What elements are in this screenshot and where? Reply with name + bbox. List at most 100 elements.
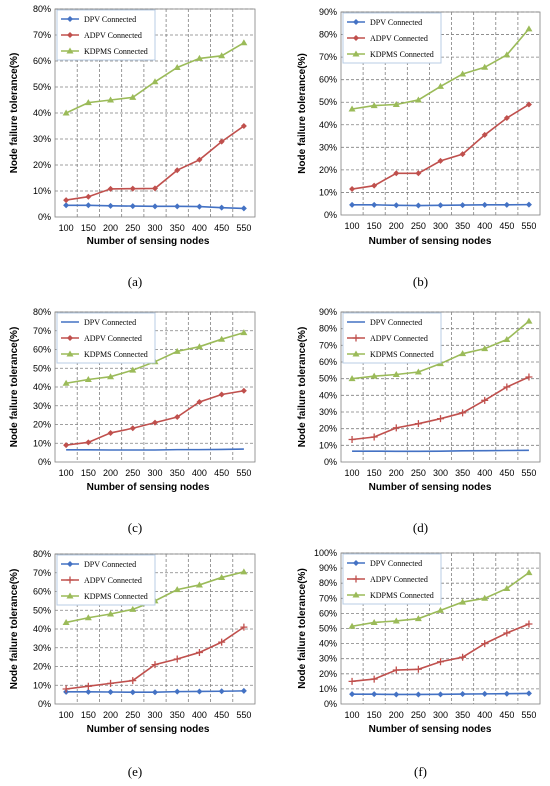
x-tick-label: 450: [499, 468, 514, 478]
panel-label: (b): [413, 274, 428, 289]
data-point: [392, 371, 400, 377]
x-tick-label: 350: [170, 468, 185, 478]
data-point: [129, 366, 137, 373]
y-tick-label: 30%: [319, 407, 337, 417]
data-point: [525, 317, 533, 324]
legend-marker: [353, 560, 359, 566]
x-tick-label: 250: [411, 221, 426, 231]
y-axis-title: Node failure tolerance(%): [297, 327, 308, 448]
data-point: [107, 689, 114, 695]
data-point: [437, 415, 444, 423]
data-point: [151, 78, 159, 85]
data-point: [62, 618, 70, 625]
data-point: [196, 688, 203, 695]
data-point: [481, 63, 489, 70]
y-tick-label: 100%: [314, 548, 337, 558]
chart-panel-1: 0% 10% 20% 30% 40% 50% 60% 70% 80% 100 150 200 250 30…: [9, 4, 256, 289]
y-tick-label: 50%: [319, 624, 337, 634]
series-dpv: [352, 449, 529, 453]
data-point: [525, 25, 533, 32]
y-tick-label: 70%: [319, 593, 337, 603]
y-tick-label: 10%: [33, 680, 51, 690]
y-tick-label: 80%: [33, 4, 51, 14]
panel-label: (a): [128, 274, 142, 289]
data-point: [459, 409, 467, 417]
data-point: [459, 598, 467, 605]
data-point: [459, 151, 466, 158]
legend-entry: DPV Connected: [370, 18, 422, 27]
data-point: [240, 123, 247, 129]
series-adpv: [62, 623, 248, 693]
y-tick-label: 70%: [319, 340, 337, 350]
y-tick-label: 70%: [33, 30, 51, 40]
data-point: [392, 100, 400, 107]
x-tick-label: 250: [411, 468, 426, 478]
chart-panel-5: 0% 10% 20% 30% 40% 50% 60% 70% 80% 100 150 200 250 30…: [9, 549, 256, 779]
y-tick-label: 40%: [319, 120, 337, 130]
x-tick-label: 200: [389, 710, 404, 720]
data-point: [129, 203, 136, 210]
x-axis-title: Number of sensing nodes: [369, 482, 492, 493]
data-point: [195, 343, 203, 350]
data-point: [525, 101, 532, 108]
data-point: [152, 185, 158, 192]
y-tick-label: 90%: [319, 307, 337, 317]
x-tick-label: 100: [345, 468, 360, 478]
series-line: [352, 449, 529, 453]
data-point: [525, 690, 532, 697]
x-tick-label: 550: [236, 710, 251, 720]
legend-marker: [67, 561, 73, 567]
x-tick-label: 350: [455, 221, 470, 231]
legend-marker: [66, 576, 74, 584]
x-tick-label: 150: [367, 221, 382, 231]
x-tick-label: 400: [477, 468, 492, 478]
data-point: [414, 615, 422, 622]
x-tick-label: 450: [214, 468, 229, 478]
data-point: [459, 691, 466, 698]
y-tick-label: 40%: [33, 108, 51, 118]
x-tick-label: 450: [214, 223, 229, 233]
data-point: [437, 691, 444, 698]
data-point: [349, 691, 356, 698]
data-point: [503, 584, 511, 591]
data-point: [503, 51, 511, 58]
series-adpv: [348, 620, 533, 685]
data-point: [459, 70, 467, 77]
y-tick-label: 50%: [33, 82, 51, 92]
legend: DPV Connected ADPV Connected KDPMS Connect…: [342, 312, 442, 364]
data-point: [218, 638, 226, 646]
x-tick-label: 250: [411, 710, 426, 720]
legend-entry: ADPV Connected: [84, 334, 142, 343]
data-point: [63, 197, 70, 204]
data-point: [481, 396, 489, 404]
data-point: [84, 682, 92, 690]
x-tick-label: 250: [125, 468, 140, 478]
series-kdpms: [348, 317, 533, 382]
data-point: [370, 372, 378, 379]
legend-entry: KDPMS Connected: [84, 350, 148, 359]
y-tick-label: 60%: [319, 357, 337, 367]
legend-marker: [67, 16, 73, 22]
data-point: [84, 376, 92, 382]
plot-area: [54, 8, 256, 218]
y-tick-label: 80%: [33, 549, 51, 559]
data-point: [437, 202, 444, 209]
x-tick-label: 300: [433, 468, 448, 478]
legend-marker: [352, 575, 360, 583]
legend-marker: [353, 35, 359, 41]
data-point: [393, 202, 400, 209]
data-point: [196, 203, 203, 210]
data-point: [218, 52, 226, 59]
x-tick-label: 200: [103, 468, 118, 478]
legend-entry: ADPV Connected: [370, 334, 428, 343]
x-tick-label: 100: [59, 468, 74, 478]
x-tick-label: 450: [499, 710, 514, 720]
data-point: [240, 387, 247, 394]
y-tick-label: 60%: [33, 56, 51, 66]
series-line: [66, 626, 245, 690]
y-tick-label: 50%: [319, 374, 337, 384]
x-tick-label: 250: [125, 710, 140, 720]
data-point: [525, 569, 533, 576]
y-tick-label: 60%: [319, 608, 337, 618]
data-point: [503, 690, 510, 697]
